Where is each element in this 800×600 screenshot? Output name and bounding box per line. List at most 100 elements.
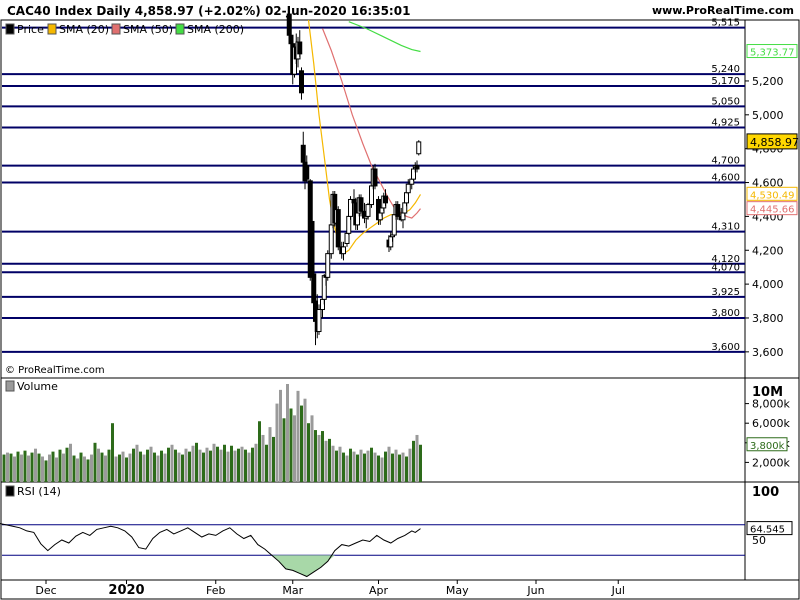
price-candles — [286, 11, 422, 346]
volume-bar — [139, 451, 142, 482]
volume-bar — [156, 455, 160, 482]
volume-bar — [419, 444, 422, 482]
rsi-line — [0, 523, 745, 578]
time-tick-label: Feb — [206, 584, 225, 597]
rsi-top-label: 100 — [752, 485, 779, 500]
volume-bar — [303, 398, 307, 482]
volume-bar — [132, 448, 135, 482]
candle-body — [414, 165, 420, 170]
volume-bar — [286, 384, 289, 482]
volume-bar — [394, 449, 398, 482]
time-tick-label: Jul — [611, 584, 625, 597]
candle-body — [395, 204, 401, 217]
candle-body — [328, 224, 334, 255]
volume-bar — [307, 423, 310, 482]
volume-bar — [391, 453, 394, 482]
level-label: 5,240 — [711, 64, 740, 75]
time-tick-label: May — [446, 584, 469, 597]
volume-bar — [114, 456, 118, 482]
legend-price-swatch — [5, 23, 15, 35]
axes: 3,6003,8004,0004,2004,4004,6004,8005,000… — [35, 44, 799, 598]
candle-body — [365, 204, 371, 217]
sma-value-box — [746, 201, 798, 216]
time-tick-label: Dec — [35, 584, 56, 597]
legend-volume-label: Volume — [17, 380, 58, 393]
price-tick-label: 5,000 — [752, 109, 784, 122]
legends: Price SMA (20) SMA (50) SMA (200) Volume RSI … — [5, 23, 244, 498]
volume-bar — [356, 454, 359, 482]
volume-top-label: 10M — [752, 385, 783, 400]
volume-bar — [128, 453, 132, 482]
volume-bar — [345, 455, 349, 482]
volume-bar — [380, 457, 384, 482]
volume-bar — [191, 445, 195, 482]
volume-bar — [349, 448, 352, 482]
site-url[interactable]: www.ProRealTime.com — [651, 4, 794, 17]
level-label: 5,515 — [711, 18, 740, 29]
level-label: 4,925 — [711, 118, 740, 129]
volume-last-label: 3,800k — [750, 441, 785, 452]
volume-bar — [153, 452, 156, 482]
volume-bar — [202, 452, 205, 482]
volume-bar — [76, 458, 79, 482]
volume-bar — [79, 452, 83, 482]
volume-bar — [34, 448, 37, 482]
volume-bar — [254, 443, 258, 482]
volume-bar — [90, 454, 93, 482]
volume-bar — [27, 455, 30, 482]
candle-body — [309, 220, 315, 275]
volume-bar — [342, 452, 345, 482]
candle-body — [325, 253, 331, 278]
time-tick-label: Jun — [526, 584, 544, 597]
legend-sma50-label: SMA (50) — [123, 23, 173, 36]
rsi-series-line — [0, 523, 421, 578]
candle-body — [372, 168, 378, 187]
sma-value-label: 4,530.49 — [750, 190, 795, 201]
volume-bar — [405, 456, 408, 482]
volume-bar — [398, 454, 401, 482]
volume-bar — [251, 447, 254, 482]
volume-bar — [314, 430, 317, 482]
volume-bar — [321, 431, 324, 482]
level-label: 4,310 — [711, 222, 740, 233]
price-tick-label: 3,800 — [752, 312, 784, 325]
volume-bar — [293, 415, 296, 482]
legend-rsi-swatch — [5, 485, 15, 497]
volume-bar — [118, 454, 121, 482]
sma-value-box — [746, 44, 798, 59]
volume-bar — [51, 451, 55, 482]
legend-sma200-swatch — [175, 23, 185, 35]
sma-value-box — [746, 186, 798, 201]
volume-bar — [205, 447, 209, 482]
level-label: 4,700 — [711, 156, 740, 167]
volume-bar — [195, 442, 198, 482]
volume-bar — [223, 444, 226, 482]
volume-bar — [44, 460, 48, 482]
price-tick-label: 4,600 — [752, 177, 784, 190]
volume-bar — [384, 451, 387, 482]
volume-bar — [338, 446, 342, 482]
candle-body — [405, 183, 411, 194]
volume-bar — [373, 452, 377, 482]
price-tick-label: 4,200 — [752, 244, 784, 257]
volume-bar — [230, 445, 233, 482]
volume-bar — [149, 446, 153, 482]
volume-bar — [352, 451, 356, 482]
volume-bar — [415, 434, 419, 482]
candle-body — [411, 168, 416, 180]
volume-bar — [177, 452, 181, 482]
legend-rsi-label: RSI (14) — [17, 485, 61, 498]
volume-bar — [160, 450, 163, 482]
legend-sma20-swatch — [47, 23, 57, 35]
volume-bar — [279, 389, 282, 482]
volume-bar — [111, 423, 114, 482]
volume-bar — [265, 444, 268, 482]
price-tick-label: 3,600 — [752, 346, 784, 359]
volume-bars — [2, 384, 422, 482]
volume-bar — [198, 449, 202, 482]
volume-bar — [328, 438, 331, 482]
level-label: 3,600 — [711, 342, 740, 353]
volume-bar — [258, 421, 261, 482]
volume-bar — [170, 444, 174, 482]
